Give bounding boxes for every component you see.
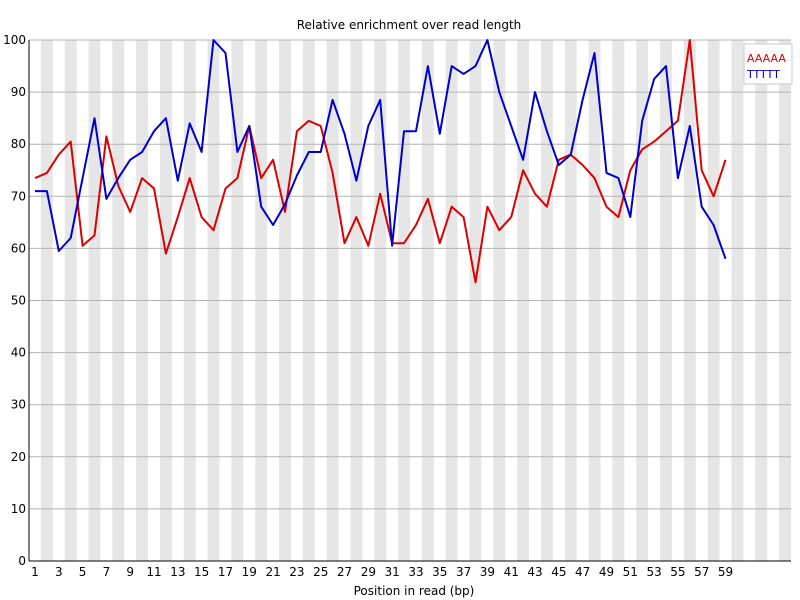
legend-box <box>743 43 793 85</box>
x-tick-label: 53 <box>646 565 661 579</box>
x-tick-label: 13 <box>170 565 185 579</box>
x-tick-label: 33 <box>408 565 423 579</box>
x-tick-label: 23 <box>289 565 304 579</box>
series-line-ttttt <box>35 39 727 260</box>
x-tick-label: 5 <box>79 565 87 579</box>
chart-title: Relative enrichment over read length <box>297 18 522 32</box>
x-tick-label: 1 <box>31 565 39 579</box>
x-tick-label: 31 <box>385 565 400 579</box>
series-lines <box>34 39 727 284</box>
x-tick-label: 25 <box>313 565 328 579</box>
x-tick-label: 55 <box>670 565 685 579</box>
y-axis-ticks: 0 10 20 30 40 50 60 70 80 90 100 <box>3 33 26 568</box>
x-tick-label: 19 <box>242 565 257 579</box>
x-tick-label: 9 <box>126 565 134 579</box>
x-tick-label: 57 <box>694 565 709 579</box>
x-tick-label: 21 <box>265 565 280 579</box>
horizontal-gridlines <box>29 39 791 510</box>
x-tick-label: 29 <box>361 565 376 579</box>
x-tick-label: 41 <box>504 565 519 579</box>
y-tick-label: 30 <box>11 398 26 412</box>
x-tick-label: 7 <box>103 565 111 579</box>
y-tick-label: 10 <box>11 502 26 516</box>
y-tick-label: 90 <box>11 85 26 99</box>
x-tick-label: 59 <box>718 565 733 579</box>
x-tick-label: 17 <box>218 565 233 579</box>
legend-entry-aaaaa: AAAAA <box>747 52 786 65</box>
legend-entry-ttttt: TTTTT <box>746 68 780 81</box>
x-tick-label: 37 <box>456 565 471 579</box>
x-tick-label: 11 <box>146 565 161 579</box>
x-tick-label: 35 <box>432 565 447 579</box>
legend: AAAAA TTTTT <box>743 43 793 85</box>
x-tick-label: 45 <box>551 565 566 579</box>
x-tick-label: 15 <box>194 565 209 579</box>
x-tick-label: 43 <box>527 565 542 579</box>
y-tick-label: 80 <box>11 137 26 151</box>
x-tick-label: 39 <box>480 565 495 579</box>
x-tick-label: 47 <box>575 565 590 579</box>
y-tick-label: 40 <box>11 346 26 360</box>
y-tick-label: 100 <box>3 33 26 47</box>
x-tick-label: 3 <box>55 565 63 579</box>
y-tick-label: 0 <box>18 554 26 568</box>
y-tick-label: 70 <box>11 189 26 203</box>
y-tick-label: 60 <box>11 241 26 255</box>
y-tick-label: 50 <box>11 294 26 308</box>
x-tick-label: 51 <box>623 565 638 579</box>
x-axis-ticks: 1 3 5 7 9 11 13 15 17 19 21 23 25 27 29 31 33 35 37 39 41 43 4… <box>31 565 733 579</box>
x-tick-label: 27 <box>337 565 352 579</box>
series-line-aaaaa <box>34 39 727 284</box>
x-axis-label: Position in read (bp) <box>354 584 475 598</box>
y-tick-label: 20 <box>11 450 26 464</box>
x-tick-label: 49 <box>599 565 614 579</box>
